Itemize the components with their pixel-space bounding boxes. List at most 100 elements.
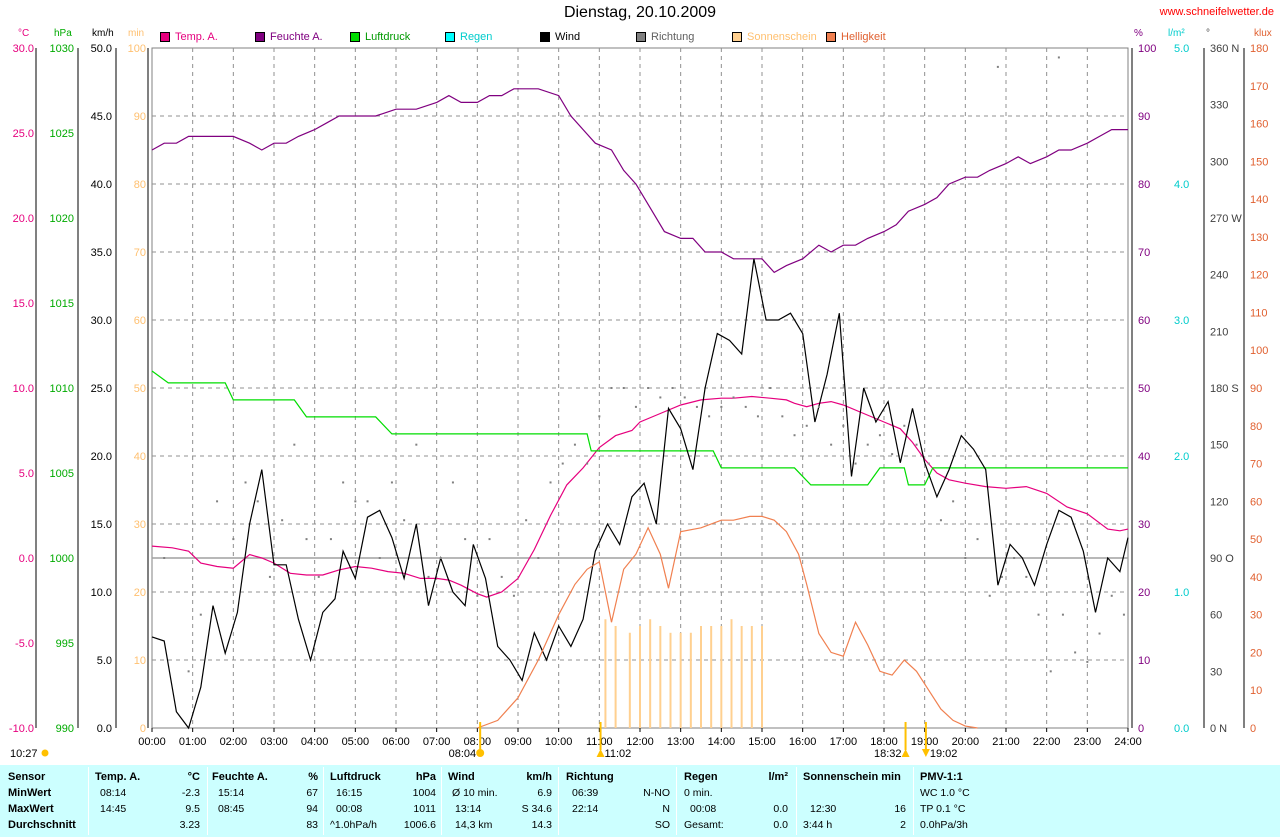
rain-min: 0 min. <box>684 787 713 799</box>
tick-label-sun_min: 10 <box>134 655 146 667</box>
tick-label-sun_min: 20 <box>134 587 146 599</box>
tick-label-klux: 120 <box>1250 270 1268 282</box>
direction-avg: SO <box>654 819 670 831</box>
axis-unit-label: l/m² <box>1168 28 1185 39</box>
pmv-min: WC 1.0 °C <box>920 787 970 799</box>
series-line-luftdruck <box>151 370 1128 486</box>
pmv-avg: 0.0hPa/3h <box>920 819 968 831</box>
tick-label-humidity: 70 <box>1138 247 1150 259</box>
arrow-icon <box>596 749 605 757</box>
x-tick-label: 17:00 <box>830 736 858 748</box>
tick-label-direction: 300 <box>1210 156 1228 168</box>
tick-label-klux: 50 <box>1250 534 1262 546</box>
row-label-max: MaxWert <box>8 803 54 815</box>
direction-dot <box>500 575 503 578</box>
series-line-helligkeit <box>477 515 978 729</box>
tick-label-temp: 5.0 <box>19 468 34 480</box>
direction-dot <box>793 434 796 437</box>
direction-dot <box>720 405 723 408</box>
tick-label-humidity: 10 <box>1138 655 1150 667</box>
direction-dot <box>952 500 955 503</box>
x-tick-label: 03:00 <box>260 736 288 748</box>
temp-max-time: 14:45 <box>100 803 127 815</box>
temp-header: Temp. A. <box>95 771 141 783</box>
direction-dot <box>996 65 999 68</box>
humidity-avg: 83 <box>306 819 318 831</box>
tick-label-rain: 3.0 <box>1174 315 1189 327</box>
direction-dot <box>403 519 406 522</box>
direction-dot <box>659 396 662 399</box>
tick-label-klux: 110 <box>1250 307 1268 319</box>
direction-dot <box>744 405 747 408</box>
tick-label-temp: 30.0 <box>13 43 34 55</box>
tick-label-temp: -5.0 <box>15 638 34 650</box>
direction-dot <box>634 405 637 408</box>
chart-title: Dienstag, 20.10.2009 <box>563 4 717 21</box>
wind-min-label: Ø 10 min. <box>452 787 498 799</box>
tick-label-wind: 0.0 <box>97 723 112 735</box>
x-tick-label: 11:00 <box>586 736 613 748</box>
tick-label-wind: 40.0 <box>91 179 112 191</box>
direction-dot <box>939 519 942 522</box>
legend-label: Helligkeit <box>841 31 886 43</box>
direction-max: N <box>662 803 670 815</box>
direction-dot <box>891 453 894 456</box>
direction-dot <box>769 387 772 389</box>
direction-dot <box>732 396 735 399</box>
tick-label-sun_min: 90 <box>134 111 146 123</box>
tick-label-klux: 140 <box>1250 194 1268 206</box>
legend-label: Luftdruck <box>365 31 411 43</box>
humidity-min-time: 15:14 <box>218 787 245 799</box>
legend-item-richtung: Richtung <box>636 31 694 43</box>
website-link[interactable]: www.schneifelwetter.de <box>1159 6 1274 18</box>
direction-dot <box>342 481 345 484</box>
direction-dot <box>1049 670 1052 673</box>
direction-dot <box>842 424 845 427</box>
tick-label-pressure: 990 <box>56 723 74 735</box>
legend-item-helligkeit: Helligkeit <box>826 31 886 43</box>
direction-dot <box>329 538 332 541</box>
x-tick-label: 24:00 <box>1114 736 1142 748</box>
tick-label-wind: 30.0 <box>91 315 112 327</box>
direction-dot <box>573 443 576 446</box>
direction-dot <box>610 387 613 389</box>
tick-label-pressure: 1015 <box>50 298 74 310</box>
tick-label-sun_min: 60 <box>134 315 146 327</box>
direction-dot <box>756 415 759 418</box>
direction-dot <box>354 500 357 503</box>
direction-dot <box>1086 660 1089 663</box>
tick-label-humidity: 40 <box>1138 451 1150 463</box>
humidity-unit: % <box>308 771 318 783</box>
direction-dot <box>598 415 601 418</box>
x-tick-label: 04:00 <box>301 736 329 748</box>
legend-item-luftdruck: Luftdruck <box>350 31 410 43</box>
tick-label-direction: 210 <box>1210 326 1228 338</box>
direction-dot <box>163 557 166 559</box>
direction-dot <box>964 557 967 559</box>
direction-dot <box>830 443 833 446</box>
x-tick-label: 07:00 <box>423 736 451 748</box>
direction-dot <box>586 462 589 465</box>
direction-dot <box>256 500 259 503</box>
direction-dot <box>866 443 869 446</box>
temp-min-time: 08:14 <box>100 787 127 799</box>
direction-dot <box>415 443 418 446</box>
x-tick-label: 12:00 <box>626 736 654 748</box>
tick-label-wind: 15.0 <box>91 519 112 531</box>
tick-label-direction: 270 W <box>1210 213 1242 225</box>
direction-dot <box>439 557 442 559</box>
direction-dot <box>781 415 784 418</box>
tick-label-wind: 20.0 <box>91 451 112 463</box>
direction-dot <box>1122 613 1125 616</box>
tick-label-pressure: 1020 <box>50 213 74 225</box>
tick-label-direction: 30 <box>1210 666 1222 678</box>
time-marker-label: 11:02 <box>605 748 632 760</box>
wind-avg: 14.3 <box>531 819 552 831</box>
wind-distance: 14,3 km <box>455 819 493 831</box>
direction-dot <box>1025 575 1028 578</box>
direction-dot <box>647 387 650 389</box>
pmv-header: PMV-1:1 <box>920 771 963 783</box>
pressure-header: Luftdruck <box>330 771 381 783</box>
legend-swatch <box>826 32 836 42</box>
direction-dot <box>378 557 381 559</box>
